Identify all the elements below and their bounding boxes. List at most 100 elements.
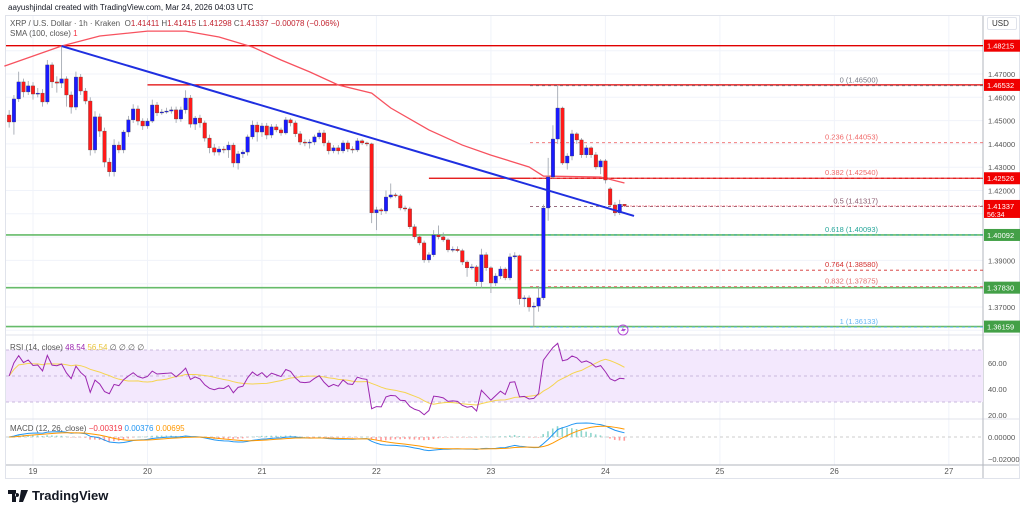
candle <box>221 146 226 154</box>
candle <box>474 265 479 287</box>
candle-body <box>589 147 594 156</box>
candle <box>183 90 188 114</box>
candle-body <box>488 267 493 284</box>
macd-histogram-bar <box>499 436 502 437</box>
candle-body <box>59 78 64 84</box>
candle-body <box>116 144 121 151</box>
macd-histogram-bar <box>380 437 382 441</box>
price-tag-bg <box>984 281 1020 294</box>
candle <box>498 266 503 280</box>
candle-body <box>226 144 231 151</box>
macd-histogram-bar <box>566 427 568 437</box>
candle-body <box>465 261 470 269</box>
candle-body <box>260 125 264 133</box>
fib-level-label: 1 (1.36133) <box>840 317 879 326</box>
macd-histogram-bar <box>494 436 497 438</box>
macd-histogram-bar <box>136 436 139 438</box>
candle-body <box>422 242 427 261</box>
candle-body <box>565 155 570 164</box>
candle-body <box>264 125 269 136</box>
macd-histogram-bar <box>299 436 301 438</box>
candle <box>374 206 379 231</box>
candle <box>560 106 565 165</box>
candle <box>73 71 78 111</box>
candle <box>26 80 31 95</box>
macd-histogram-bar <box>613 437 616 440</box>
candle <box>88 97 93 156</box>
macd-histogram-bar <box>55 435 58 437</box>
candle-body <box>426 254 431 261</box>
candle-body <box>88 100 93 151</box>
candle-body <box>555 107 560 140</box>
candle-body <box>121 131 126 151</box>
candle <box>322 129 326 147</box>
candle-body <box>384 196 388 212</box>
macd-histogram-bar <box>122 437 125 440</box>
macd-histogram-bar <box>294 435 296 437</box>
candle-body <box>617 204 622 214</box>
macd-histogram-bar <box>141 436 144 438</box>
candle-body <box>517 255 522 299</box>
macd-histogram-bar <box>513 434 516 437</box>
candle-body <box>231 144 236 164</box>
candle <box>302 139 307 147</box>
macd-histogram-bar <box>165 435 168 437</box>
candle-body <box>245 136 250 153</box>
candle <box>508 253 512 281</box>
candle-body <box>508 256 512 279</box>
macd-histogram-bar <box>561 427 564 437</box>
macd-histogram-bar <box>523 436 525 438</box>
macd-histogram-bar <box>36 435 39 437</box>
candle <box>83 87 88 105</box>
macd-legend[interactable]: MACD (12, 26, close) −0.00319 0.00376 0.… <box>10 424 185 433</box>
macd-histogram-bar <box>580 430 583 437</box>
tradingview-logo[interactable]: TradingView <box>8 488 108 503</box>
macd-histogram-bar <box>375 437 378 441</box>
macd-histogram-bar <box>313 437 316 438</box>
price-tag: 1.37830 <box>984 281 1020 294</box>
candle <box>174 106 179 123</box>
candle-body <box>388 194 393 198</box>
candle <box>407 206 412 229</box>
macd-histogram-bar <box>466 437 468 438</box>
macd-histogram-bar <box>318 436 320 438</box>
macd-value: 0.00376 <box>124 424 154 433</box>
high-label: H <box>161 19 168 28</box>
time-axis-label: 20 <box>143 467 152 476</box>
candle <box>608 187 613 207</box>
candle <box>69 91 74 114</box>
candle-body <box>503 268 508 279</box>
candle-body <box>484 254 489 269</box>
candle <box>598 159 603 175</box>
macd-histogram-bar <box>518 435 521 437</box>
candle-body <box>355 140 360 151</box>
macd-histogram-bar <box>604 436 606 438</box>
candle <box>469 263 474 270</box>
macd-histogram-bar <box>594 434 597 437</box>
candle-body <box>140 120 145 127</box>
currency-selector[interactable]: USD <box>987 17 1017 30</box>
macd-histogram-bar <box>51 435 53 437</box>
candle <box>264 122 269 140</box>
candle <box>164 107 169 114</box>
symbol-name[interactable]: XRP / U.S. Dollar · 1h · Kraken <box>10 19 121 28</box>
candle <box>150 99 155 123</box>
candle-body <box>364 142 369 145</box>
price-tag-text: 1.46532 <box>987 81 1014 90</box>
rsi-legend[interactable]: RSI (14, close) 48.54 56.54 ∅ ∅ ∅ ∅ <box>10 343 144 352</box>
candle <box>16 71 21 102</box>
candle-body <box>593 154 598 168</box>
low-value: 1.41298 <box>202 19 232 28</box>
candle <box>7 110 12 128</box>
candle-body <box>450 249 455 251</box>
macd-histogram-bar <box>342 437 344 438</box>
macd-histogram-bar <box>590 432 592 437</box>
macd-histogram-bar <box>151 435 153 437</box>
candle <box>169 106 174 114</box>
candle <box>317 129 322 140</box>
price-tag-bg <box>984 172 1020 185</box>
sma-legend[interactable]: SMA (100, close) 1 <box>10 29 78 38</box>
time-axis-label: 24 <box>601 467 610 476</box>
macd-histogram-bar <box>451 437 454 438</box>
